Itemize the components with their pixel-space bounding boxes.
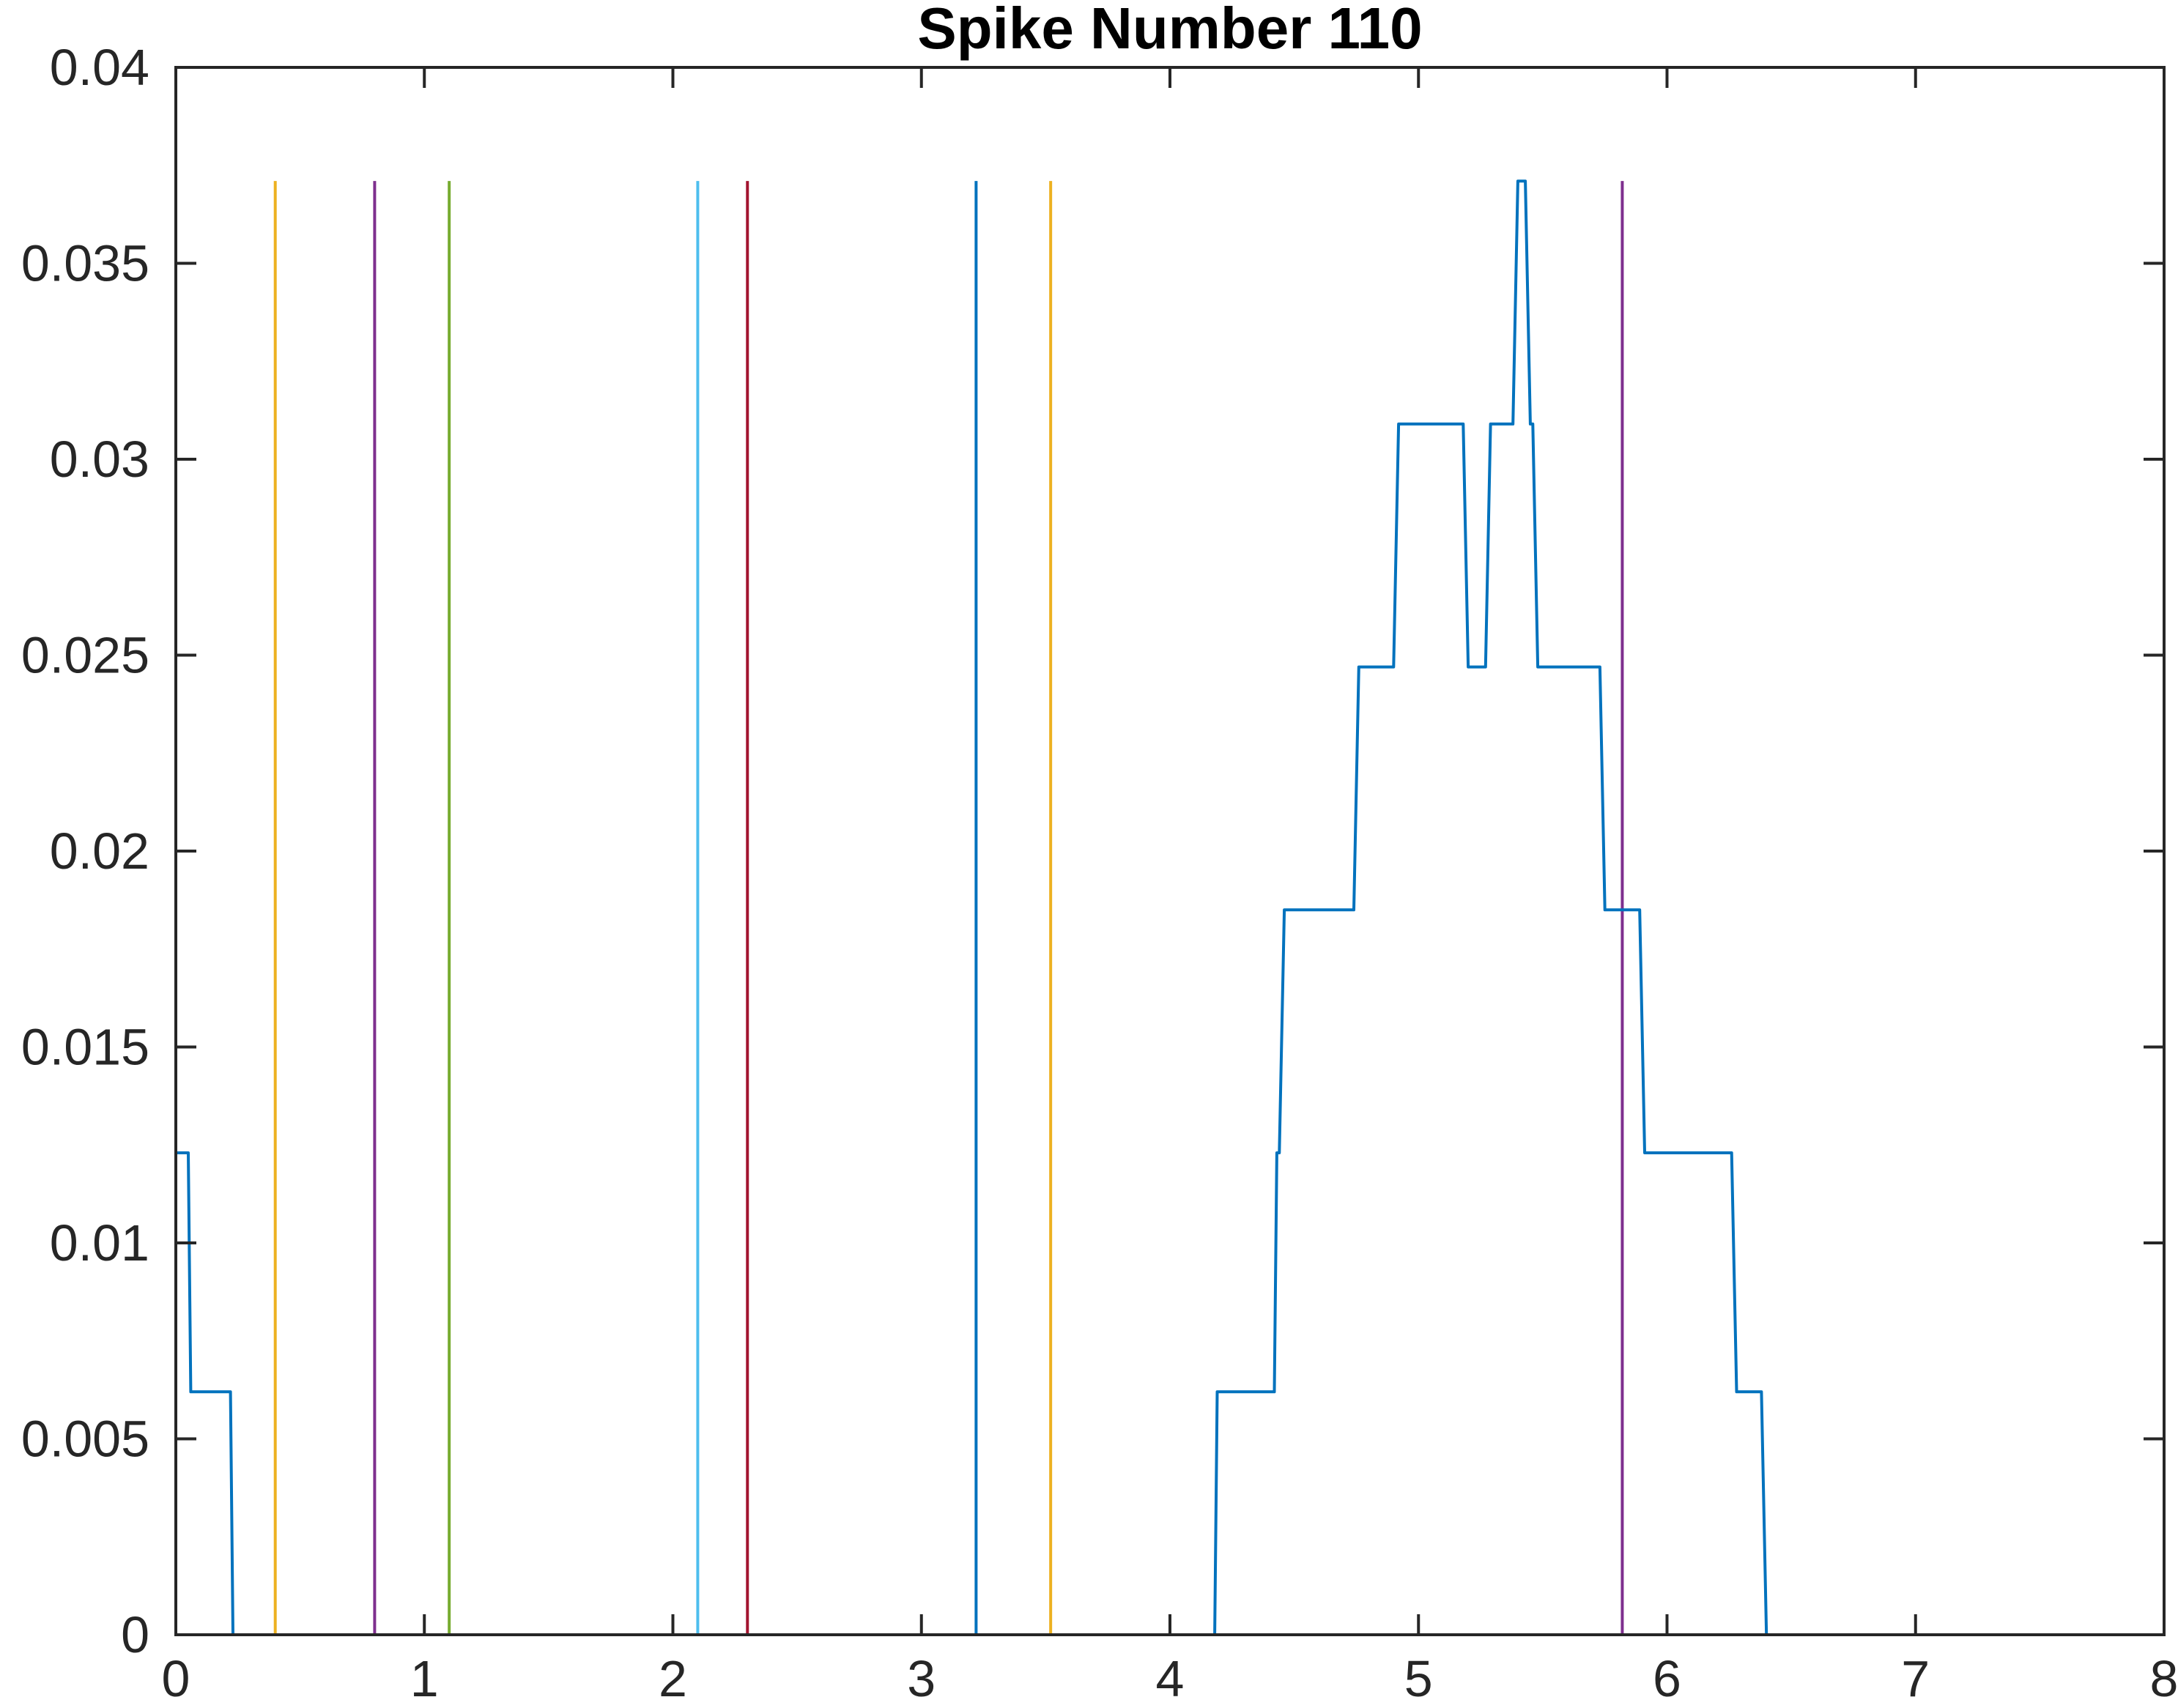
y-tick-label: 0.03: [50, 431, 149, 488]
x-tick-label: 1: [410, 1650, 439, 1707]
y-axis-ticks: 0 0.005 0.01 0.015 0.02 0.025 0.03 0.035 0.04: [21, 39, 2164, 1663]
series-layer: [176, 179, 2115, 1636]
vertical-marker-lines: [174, 181, 1624, 1635]
y-tick-label: 0.04: [50, 39, 149, 96]
x-tick-label: 2: [659, 1650, 687, 1707]
plot-area: [176, 67, 2164, 1635]
y-tick-label: 0: [121, 1606, 149, 1663]
series-line-0: [176, 179, 2115, 1636]
chart-title: Spike Number 110: [917, 0, 1422, 61]
x-tick-label: 5: [1404, 1650, 1433, 1707]
y-tick-label: 0.005: [21, 1411, 149, 1468]
x-tick-label: 4: [1156, 1650, 1185, 1707]
x-axis-ticks: 0 1 2 3 4 5 6 7 8: [162, 67, 2178, 1707]
y-tick-label: 0.035: [21, 235, 149, 292]
x-tick-label: 8: [2150, 1650, 2178, 1707]
x-tick-label: 7: [1901, 1650, 1930, 1707]
x-tick-label: 6: [1653, 1650, 1681, 1707]
x-tick-label: 3: [907, 1650, 936, 1707]
y-tick-label: 0.025: [21, 627, 149, 684]
y-tick-label: 0.01: [50, 1214, 149, 1271]
x-tick-label: 0: [162, 1650, 190, 1707]
y-tick-label: 0.015: [21, 1019, 149, 1076]
y-tick-label: 0.02: [50, 823, 149, 880]
